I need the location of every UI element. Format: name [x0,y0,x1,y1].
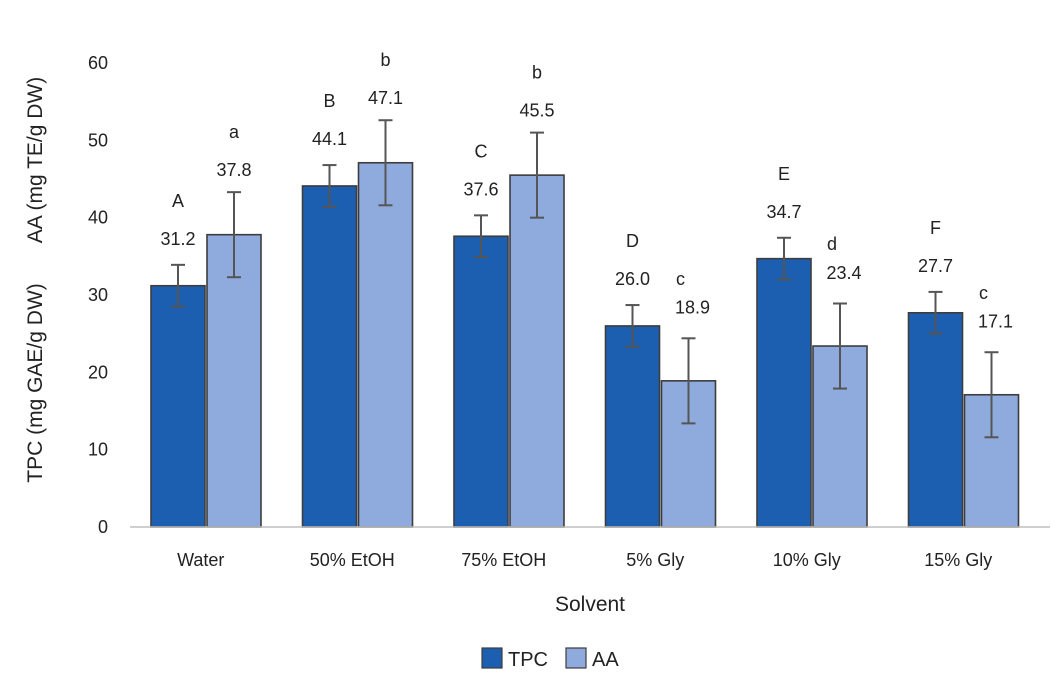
y-tick-label: 0 [98,517,108,537]
bar-aa [206,233,262,528]
x-tick-label: 75% EtOH [461,550,546,570]
y-tick-label: 40 [88,208,108,228]
value-label-aa: 23.4 [826,263,861,283]
error-bar [530,131,544,219]
value-label-aa: 37.8 [216,160,251,180]
x-tick-label: 5% Gly [626,550,684,570]
x-tick-label: 10% Gly [773,550,841,570]
value-label-tpc: 27.7 [918,256,953,276]
error-bar [777,236,791,281]
y-tick-label: 10 [88,440,108,460]
bar-tpc [907,311,964,528]
value-label-tpc: 31.2 [160,229,195,249]
legend-label-aa: AA [592,649,619,671]
y-axis-title-line-1: TPC (mg GAE/g DW) [24,283,47,483]
y-axis-title: TPC (mg GAE/g DW) AA (mg TE/g DW) [24,77,47,483]
error-bar [474,214,488,259]
significance-letter-aa: c [676,269,685,289]
value-label-tpc: 34.7 [766,202,801,222]
bar-aa [357,161,414,528]
error-bar [833,302,847,390]
error-bar [378,119,393,207]
bar-tpc [604,325,661,528]
significance-letter-tpc: B [323,91,335,111]
x-tick-label: 50% EtOH [310,550,395,570]
significance-letter-aa: a [229,122,240,142]
x-tick-label: 15% Gly [924,550,992,570]
y-axis-ticks: 0 10 20 30 40 50 60 [88,53,108,537]
error-bar [227,191,241,279]
significance-letter-tpc: D [626,231,639,251]
bar-tpc [150,284,206,528]
legend-label-tpc: TPC [508,649,548,671]
x-axis-title: Solvent [555,593,625,616]
y-tick-label: 30 [88,285,108,305]
significance-letter-aa: b [532,63,542,83]
error-bar [322,164,337,208]
value-label-aa: 17.1 [978,311,1013,331]
y-tick-label: 60 [88,53,108,73]
error-bar [928,290,943,335]
value-label-tpc: 37.6 [463,179,498,199]
significance-letter-aa: d [827,234,837,254]
significance-letters-group: Aa Bb Cb Dc Ed Fc [172,50,988,303]
significance-letter-tpc: C [475,141,488,161]
x-axis-ticks: Water 50% EtOH 75% EtOH 5% Gly 10% Gly 15% Gl… [177,550,992,570]
bars-group [150,161,1020,528]
bar-tpc [453,235,509,528]
error-bars-group [171,119,999,439]
significance-letter-tpc: A [172,191,184,211]
value-label-aa: 45.5 [519,101,554,121]
value-label-tpc: 26.0 [615,269,650,289]
value-label-aa: 47.1 [368,88,403,108]
significance-letter-aa: b [380,50,390,70]
error-bar [984,351,999,439]
x-tick-label: Water [177,550,224,570]
y-tick-label: 50 [88,130,108,150]
value-label-aa: 18.9 [675,298,710,318]
error-bar [681,337,696,425]
y-tick-label: 20 [88,362,108,382]
value-label-tpc: 44.1 [312,129,347,149]
legend-swatch-aa [565,647,587,669]
significance-letter-tpc: F [930,218,941,238]
legend: TPC AA [481,647,619,671]
error-bar [171,263,185,308]
bar-tpc [301,185,358,528]
significance-letter-tpc: E [778,164,790,184]
significance-letter-aa: c [979,283,988,303]
legend-swatch-tpc [481,647,503,669]
bar-aa [509,174,565,528]
value-labels-group: 31.2 37.8 44.1 47.1 37.6 45.5 26.0 18.9 34.7 23.4… [160,88,1013,331]
bar-tpc [756,257,812,528]
y-axis-title-line-2: AA (mg TE/g DW) [24,77,47,243]
error-bar [625,304,640,348]
